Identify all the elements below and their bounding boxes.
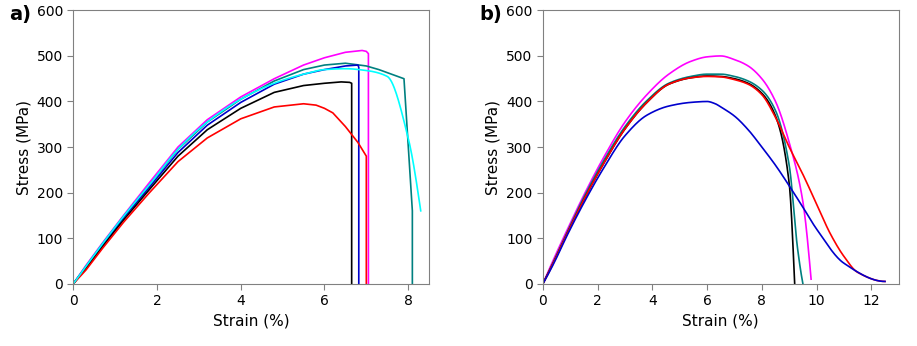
Y-axis label: Stress (MPa): Stress (MPa) xyxy=(486,100,501,194)
Text: b): b) xyxy=(479,5,502,24)
X-axis label: Strain (%): Strain (%) xyxy=(682,314,759,329)
X-axis label: Strain (%): Strain (%) xyxy=(213,314,290,329)
Text: a): a) xyxy=(9,5,31,24)
Y-axis label: Stress (MPa): Stress (MPa) xyxy=(16,100,31,194)
